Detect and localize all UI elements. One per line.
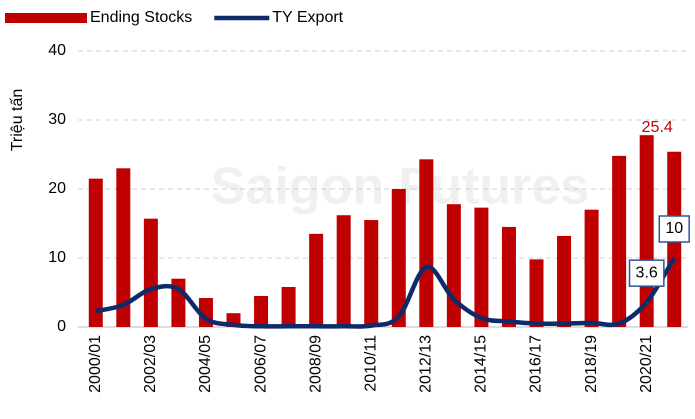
bar xyxy=(419,159,434,327)
x-tick-label: 2018/19 xyxy=(583,335,600,393)
bar xyxy=(143,218,158,327)
label-box xyxy=(658,215,690,243)
bar xyxy=(612,155,627,327)
x-tick-label: 2008/09 xyxy=(307,335,324,393)
data-label: 25.4 xyxy=(642,119,673,136)
x-tick-label: 2016/17 xyxy=(528,335,545,393)
bar xyxy=(446,204,461,327)
bar xyxy=(309,233,324,327)
bar xyxy=(391,189,406,327)
x-tick-label: 2010/11 xyxy=(362,335,379,392)
x-tick-label: 2020/21 xyxy=(638,335,655,393)
bar xyxy=(474,207,489,327)
label-box xyxy=(628,259,665,287)
y-tick-label: 0 xyxy=(57,318,66,335)
bar xyxy=(364,220,379,327)
x-tick-label: 2006/07 xyxy=(252,335,269,393)
x-tick-label: 2014/15 xyxy=(473,335,490,393)
data-label-box: 3.6 xyxy=(628,259,665,287)
x-tick-label: 2000/01 xyxy=(87,335,104,393)
bar xyxy=(336,215,351,327)
y-tick-label: 40 xyxy=(48,42,66,59)
bar xyxy=(501,226,516,327)
bar xyxy=(254,295,269,327)
bar xyxy=(281,286,296,327)
bar xyxy=(584,209,599,327)
legend-label: TY Export xyxy=(272,9,343,26)
y-tick-label: 10 xyxy=(48,249,66,266)
legend-swatch xyxy=(5,13,87,23)
data-label-box: 10 xyxy=(658,215,690,243)
data-label: 3.6 xyxy=(636,264,658,281)
bar xyxy=(88,178,103,327)
x-tick-label: 2002/03 xyxy=(142,335,159,393)
bar xyxy=(529,259,544,327)
bar xyxy=(557,235,572,327)
x-tick-label: 2012/13 xyxy=(418,335,435,393)
y-tick-label: 20 xyxy=(48,180,66,197)
data-label: 10 xyxy=(665,220,683,237)
legend-label: Ending Stocks xyxy=(90,9,192,26)
x-tick-label: 2004/05 xyxy=(197,335,214,393)
line xyxy=(95,256,677,329)
y-tick-label: 30 xyxy=(48,111,66,128)
bar xyxy=(116,168,131,327)
y-axis-label: Triệu tấn xyxy=(9,89,26,152)
